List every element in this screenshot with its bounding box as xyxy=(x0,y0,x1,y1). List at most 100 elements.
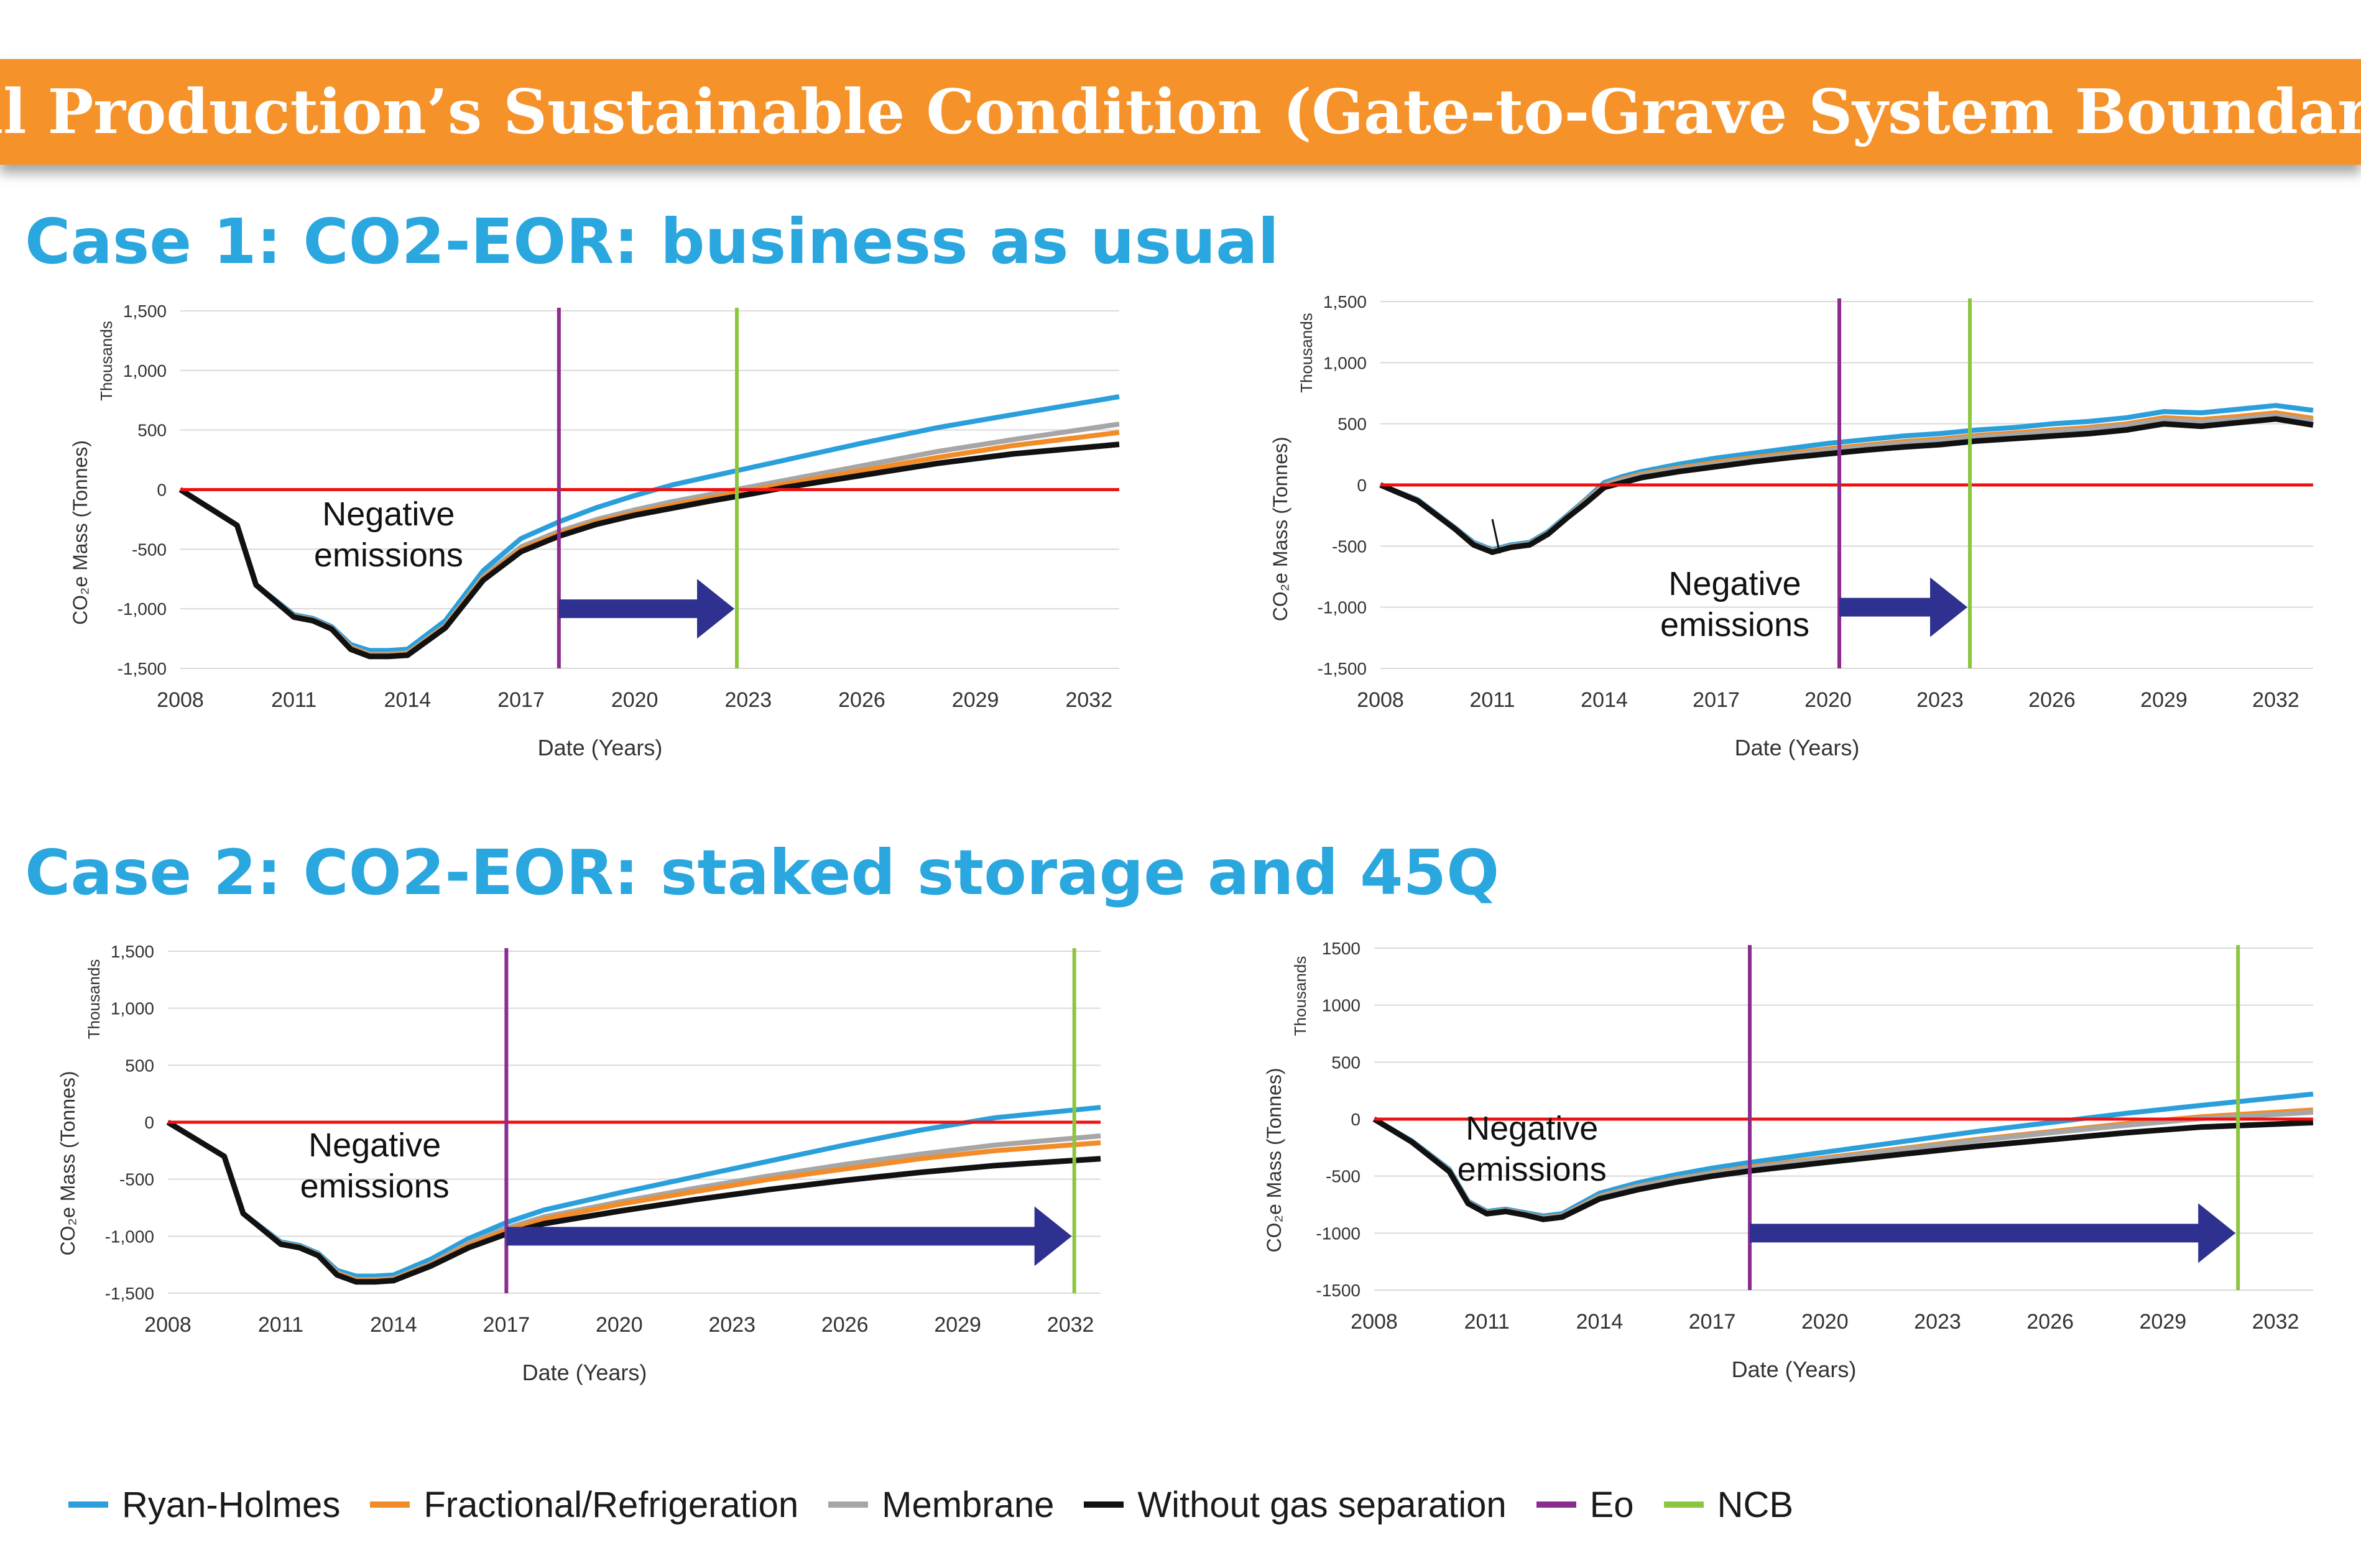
legend-label: Fractional/Refrigeration xyxy=(423,1484,799,1525)
x-tick-label: 2008 xyxy=(144,1313,192,1337)
x-tick-label: 2014 xyxy=(370,1313,417,1337)
y-unit-label: Thousands xyxy=(1291,956,1310,1036)
annotation-negative: Negative xyxy=(1466,1110,1598,1147)
x-tick-label: 2029 xyxy=(2140,1310,2187,1334)
x-tick-label: 2026 xyxy=(2028,688,2076,712)
x-tick-label: 2011 xyxy=(271,688,316,712)
legend: Ryan-Holmes Fractional/Refrigeration Mem… xyxy=(68,1480,1823,1529)
x-tick-label: 2017 xyxy=(1689,1310,1736,1334)
arrow-head xyxy=(2198,1203,2236,1263)
legend-item-without-gas-separation: Without gas separation xyxy=(1084,1484,1507,1526)
y-tick-label: 1,500 xyxy=(111,942,154,961)
y-tick-label: 500 xyxy=(1331,1053,1361,1072)
x-tick-label: 2026 xyxy=(838,688,885,712)
x-tick-label: 2023 xyxy=(708,1313,755,1337)
y-tick-label: 500 xyxy=(137,421,167,440)
y-axis-label: CO₂e Mass (Tonnes) xyxy=(69,440,91,625)
legend-item-fractional: Fractional/Refrigeration xyxy=(370,1484,798,1526)
x-tick-label: 2032 xyxy=(1047,1313,1094,1337)
annotation-emissions: emissions xyxy=(1660,606,1809,643)
x-tick-label: 2029 xyxy=(2140,688,2188,712)
annotation-emissions: emissions xyxy=(1458,1151,1607,1188)
y-tick-label: -1,000 xyxy=(105,1227,154,1246)
chart-case1-right: -1,500 -1,000 -500 0 500 1,000 1,500 2008 2011 20… xyxy=(1269,292,2314,760)
x-tick-label: 2020 xyxy=(596,1313,643,1337)
x-tick-label: 2029 xyxy=(934,1313,981,1337)
series-line-fractional-refrigeration xyxy=(1379,410,2314,554)
page-title: Oil Production’s Sustainable Condition (… xyxy=(0,76,2361,148)
y-tick-label: -500 xyxy=(1326,1167,1361,1186)
x-tick-label: 2014 xyxy=(1581,688,1628,712)
y-unit-label: Thousands xyxy=(97,321,116,401)
x-tick-label: 2017 xyxy=(483,1313,530,1337)
y-tick-label: -1,500 xyxy=(105,1284,154,1303)
x-tick-label: 2023 xyxy=(1916,688,1964,712)
y-tick-label: 0 xyxy=(1351,1110,1361,1129)
annotation-emissions: emissions xyxy=(300,1168,450,1205)
annotation-emissions: emissions xyxy=(314,537,463,574)
case-2-title: Case 2: CO2-EOR: staked storage and 45Q xyxy=(25,836,1500,909)
y-tick-label: -1000 xyxy=(1316,1224,1361,1243)
legend-swatch xyxy=(370,1501,410,1508)
x-tick-label: 2029 xyxy=(952,688,999,712)
y-tick-label: 1,000 xyxy=(1323,353,1367,372)
legend-label: Without gas separation xyxy=(1137,1484,1507,1525)
x-tick-label: 2032 xyxy=(2252,688,2299,712)
series-line-without-gas-separation xyxy=(166,1120,1101,1285)
x-tick-label: 2008 xyxy=(157,688,204,712)
legend-label: Ryan-Holmes xyxy=(122,1484,341,1525)
legend-item-ryan-holmes: Ryan-Holmes xyxy=(68,1484,340,1526)
arrow-head xyxy=(1034,1206,1072,1266)
legend-swatch xyxy=(1536,1501,1576,1508)
series-line-without-gas-separation xyxy=(1372,1117,2314,1222)
chart-case1-left: -1,500 -1,000 -500 0 500 1,000 1,500 2008 2011 20… xyxy=(69,302,1120,760)
legend-swatch xyxy=(1084,1501,1124,1508)
y-tick-label: 1000 xyxy=(1322,996,1361,1015)
y-tick-label: 500 xyxy=(1338,415,1367,434)
legend-item-membrane: Membrane xyxy=(828,1484,1054,1526)
x-tick-label: 2014 xyxy=(1576,1310,1624,1334)
x-tick-label: 2011 xyxy=(1464,1310,1510,1334)
x-axis-label: Date (Years) xyxy=(1735,735,1860,760)
y-tick-label: -1,000 xyxy=(118,599,167,619)
x-tick-label: 2026 xyxy=(2026,1310,2074,1334)
annotation-negative: Negative xyxy=(308,1127,441,1164)
y-axis-label: CO₂e Mass (Tonnes) xyxy=(1269,436,1291,621)
x-tick-label: 2017 xyxy=(497,688,545,712)
y-tick-label: 0 xyxy=(144,1113,154,1132)
y-tick-label: 0 xyxy=(1357,476,1367,495)
y-tick-label: 500 xyxy=(125,1056,154,1075)
annotation-negative: Negative xyxy=(1668,565,1801,602)
y-tick-label: 1,000 xyxy=(111,999,154,1018)
y-tick-label: -1500 xyxy=(1316,1281,1361,1300)
case-1-title: Case 1: CO2-EOR: business as usual xyxy=(25,205,1279,278)
x-axis-label: Date (Years) xyxy=(1732,1357,1857,1382)
x-tick-label: 2020 xyxy=(611,688,658,712)
x-tick-label: 2023 xyxy=(724,688,772,712)
x-tick-label: 2011 xyxy=(258,1313,303,1337)
x-tick-label: 2008 xyxy=(1351,1310,1398,1334)
y-tick-label: 1,500 xyxy=(1323,292,1367,311)
x-tick-label: 2032 xyxy=(1065,688,1112,712)
series-line-without-gas-separation xyxy=(178,441,1120,660)
y-unit-label: Thousands xyxy=(1297,313,1316,393)
legend-item-ncb: NCB xyxy=(1663,1484,1793,1526)
x-tick-label: 2023 xyxy=(1914,1310,1961,1334)
legend-swatch xyxy=(1663,1501,1704,1508)
y-tick-label: -500 xyxy=(132,540,167,559)
arrow-head xyxy=(697,579,735,639)
y-axis-label: CO₂e Mass (Tonnes) xyxy=(57,1071,79,1256)
x-axis-label: Date (Years) xyxy=(522,1360,647,1385)
y-tick-label: -500 xyxy=(119,1170,154,1189)
y-axis-label: CO₂e Mass (Tonnes) xyxy=(1263,1068,1285,1253)
y-tick-label: 1,000 xyxy=(123,361,167,380)
y-tick-label: 0 xyxy=(157,481,167,500)
x-tick-label: 2020 xyxy=(1801,1310,1849,1334)
x-tick-label: 2008 xyxy=(1357,688,1404,712)
x-tick-label: 2011 xyxy=(1469,688,1515,712)
y-unit-label: Thousands xyxy=(85,959,103,1040)
series-line-without-gas-separation xyxy=(1379,416,2314,555)
chart-case2-right: -1500 -1000 -500 0 500 1000 1500 2008 2011 2014 20… xyxy=(1263,939,2314,1382)
x-tick-label: 2026 xyxy=(821,1313,869,1337)
y-tick-label: -1,500 xyxy=(118,659,167,678)
